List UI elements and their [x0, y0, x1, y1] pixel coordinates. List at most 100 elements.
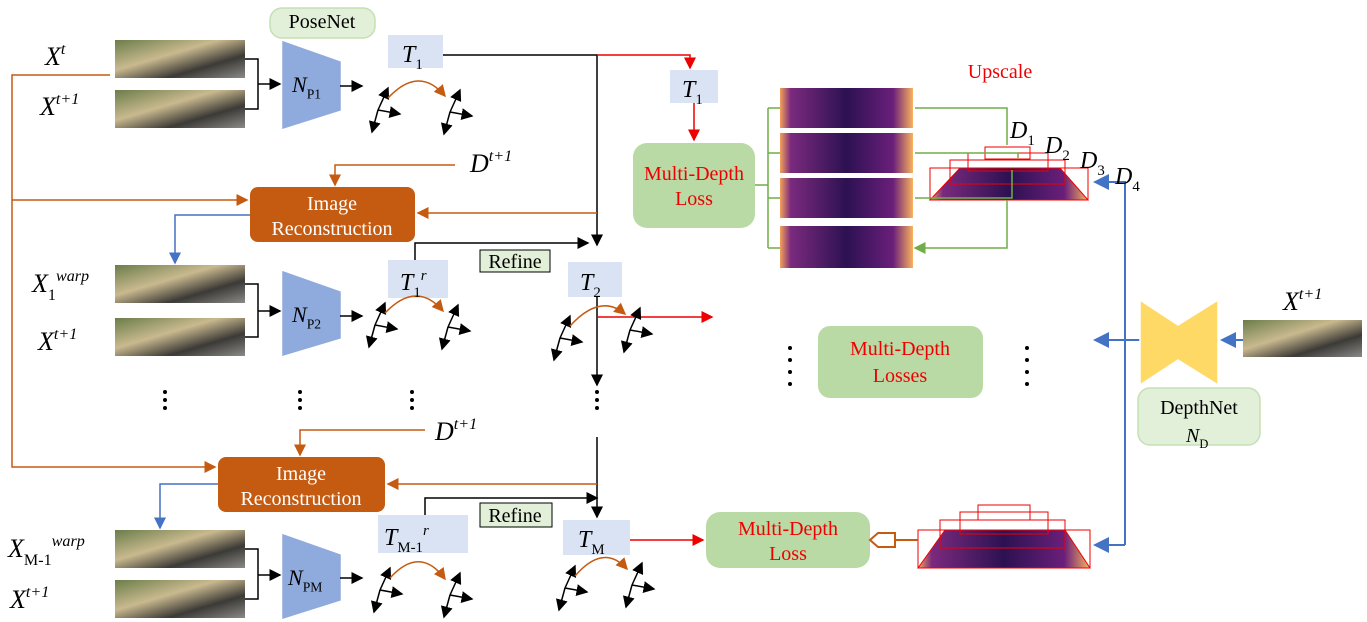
loss-line: Loss — [769, 543, 807, 565]
recon-line: Reconstruction — [271, 218, 392, 240]
axis-arrow — [560, 338, 582, 342]
math-symbol: D4 — [1114, 164, 1140, 195]
symbol-base: X — [7, 534, 25, 563]
axis-arrow — [632, 563, 642, 585]
axis-arrow — [375, 303, 385, 325]
axis-arrow — [450, 112, 472, 116]
axis-arrow — [559, 588, 565, 610]
symbol-base: D — [434, 417, 454, 446]
recon-line: Image — [276, 463, 326, 485]
axis-arrow — [444, 112, 450, 134]
axis-arrow — [565, 566, 575, 588]
axis-arrow — [369, 325, 375, 347]
refine-label: Refine — [488, 505, 541, 527]
symbol-sub: 2 — [593, 285, 600, 301]
symbol-sub: 1 — [1027, 133, 1034, 149]
math-symbol: Xt+1 — [39, 91, 79, 121]
math-symbol: X1warp — [31, 268, 89, 304]
symbol-base: D — [1114, 164, 1132, 190]
math-symbol: D1 — [1009, 118, 1035, 149]
symbol-base: X — [37, 327, 55, 356]
math-symbol: XM-1warp — [7, 533, 85, 569]
axis-arrow — [450, 595, 472, 599]
symbol-sub: M — [591, 542, 604, 558]
symbol-base: X — [9, 585, 27, 614]
axis-arrow — [444, 595, 450, 617]
recon-line: Image — [307, 193, 357, 215]
symbol-sup: t+1 — [54, 326, 77, 343]
loss-line: Loss — [675, 188, 713, 210]
symbol-sub: 2 — [1062, 148, 1069, 164]
symbol-base: D — [1009, 118, 1027, 144]
axis-arrow — [442, 327, 448, 349]
math-symbol: Dt+1 — [469, 148, 512, 178]
posenet-label: PoseNet — [289, 11, 356, 33]
symbol-sub: 1 — [695, 92, 702, 108]
axis-arrow — [554, 338, 560, 360]
symbol-base: D — [1044, 133, 1062, 159]
symbol-sup: r — [423, 523, 429, 539]
recon-line: Reconstruction — [240, 488, 361, 510]
symbol-sub: 4 — [1132, 179, 1140, 195]
symbol-sub: M-1 — [24, 552, 52, 569]
loss-line: Multi-Depth — [850, 338, 950, 360]
diagram: PoseNet Upscale DepthNet Image Reconstru… — [0, 0, 1367, 622]
transform-arc — [388, 81, 445, 98]
symbol-sub: 1 — [415, 57, 422, 73]
axis-arrow — [632, 585, 654, 589]
math-symbol: Xt+1 — [9, 584, 49, 614]
symbol-sup: warp — [52, 533, 85, 550]
symbol-sub: D — [1199, 437, 1208, 451]
transform-arc — [390, 562, 445, 579]
symbol-base: N — [287, 565, 304, 590]
axis-arrow — [378, 110, 400, 114]
symbol-sub: P2 — [307, 317, 322, 332]
axis-arrow — [380, 568, 390, 590]
axis-arrow — [374, 590, 380, 612]
axis-arrow — [565, 588, 587, 592]
symbol-sup: t+1 — [489, 148, 512, 165]
loss-line: Losses — [873, 365, 928, 387]
symbol-base: X — [39, 92, 57, 121]
symbol-sub: 3 — [1097, 163, 1104, 179]
math-symbol: Xt — [44, 41, 66, 71]
symbol-base: N — [291, 72, 308, 97]
loss-line: Multi-Depth — [644, 163, 744, 185]
axis-arrow — [450, 573, 460, 595]
axis-arrow — [372, 110, 378, 132]
transform-arc — [575, 558, 627, 576]
depthnet-label: DepthNet — [1160, 397, 1238, 419]
symbol-sup: t+1 — [454, 416, 477, 433]
symbol-sub: PM — [303, 580, 323, 595]
symbol-base: X — [44, 42, 62, 71]
symbol-sup: t — [61, 41, 66, 58]
axis-arrow — [626, 585, 632, 607]
symbol-sup: r — [421, 268, 427, 284]
symbol-sup: warp — [56, 268, 89, 285]
symbol-base: X — [31, 269, 49, 298]
symbol-base: N — [291, 302, 308, 327]
axis-arrow — [448, 305, 458, 327]
symbol-base: D — [1079, 148, 1097, 174]
symbol-sub: M-1 — [397, 540, 423, 556]
symbol-sub: P1 — [307, 87, 321, 102]
refine-label: Refine — [488, 251, 541, 273]
axis-arrow — [450, 90, 460, 112]
axis-arrow — [448, 327, 470, 331]
math-symbol: D3 — [1079, 148, 1105, 179]
axis-arrow — [630, 308, 640, 330]
symbol-sup: t+1 — [1299, 286, 1322, 303]
loss-line: Multi-Depth — [738, 518, 838, 540]
math-symbol: Xt+1 — [1282, 286, 1322, 316]
axis-arrow — [375, 325, 397, 329]
math-symbol: Dt+1 — [434, 416, 477, 446]
symbol-base: X — [1282, 287, 1300, 316]
axis-arrow — [378, 88, 388, 110]
upscale-label: Upscale — [968, 61, 1033, 83]
axis-arrow — [380, 590, 402, 594]
axis-arrow — [560, 316, 570, 338]
axis-arrow — [624, 330, 630, 352]
axis-arrow — [630, 330, 652, 334]
symbol-sup: t+1 — [26, 584, 49, 601]
symbol-sub: 1 — [413, 285, 420, 301]
